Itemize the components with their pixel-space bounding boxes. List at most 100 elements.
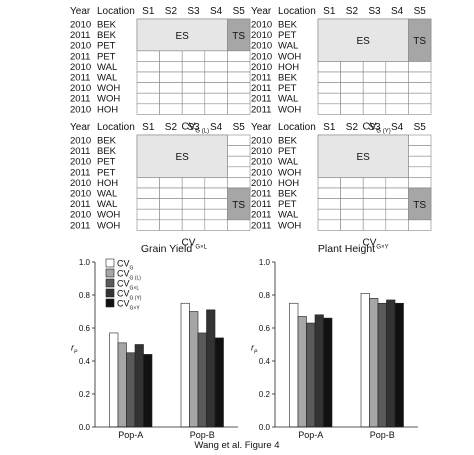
grid-cell bbox=[204, 71, 228, 83]
scheme-panel-2: Year Location S1 S2 S3 S4 S5 2010 BEK 2010 PET 2010… bbox=[251, 6, 432, 134]
y-tick-label: 0.4 bbox=[79, 357, 91, 366]
grid-cell bbox=[227, 166, 251, 178]
bar-pop-b-series-3 bbox=[377, 302, 387, 428]
col-header-s4: S4 bbox=[391, 122, 404, 133]
grid-cell bbox=[227, 177, 251, 189]
grid-cell bbox=[317, 198, 341, 210]
grid-cell bbox=[136, 187, 160, 199]
grid-cell bbox=[340, 82, 364, 94]
es-label: ES bbox=[176, 152, 190, 163]
grid-cell bbox=[385, 103, 409, 115]
x-tick-label: Pop-B bbox=[190, 430, 215, 440]
grid-cell bbox=[136, 71, 160, 83]
grid-cell bbox=[362, 177, 387, 189]
y-tick-label: 1.0 bbox=[259, 258, 271, 267]
ts-label: TS bbox=[413, 200, 426, 211]
location-header: Location bbox=[278, 122, 316, 133]
row-year: 2010 bbox=[251, 30, 272, 41]
row-year: 2011 bbox=[70, 72, 90, 83]
scheme-panel-1: Year Location S1 S2 S3 S4 S5 2010 BEK 2011 BEK 2010… bbox=[70, 6, 251, 134]
grid-cell bbox=[204, 198, 228, 210]
col-header-s3: S3 bbox=[368, 6, 381, 17]
bar-pop-b-series-5 bbox=[214, 337, 224, 428]
grid-cell bbox=[317, 71, 341, 83]
row-location: WAL bbox=[97, 199, 117, 210]
row-location: WAL bbox=[97, 72, 117, 83]
legend-swatch bbox=[105, 258, 115, 268]
row-year: 2011 bbox=[70, 51, 90, 62]
col-header-s5: S5 bbox=[233, 122, 246, 133]
grid-cell bbox=[181, 61, 206, 73]
legend-swatch bbox=[105, 288, 115, 298]
row-year: 2010 bbox=[251, 135, 272, 146]
grid-cell bbox=[408, 177, 432, 189]
row-location: BEK bbox=[278, 135, 298, 146]
col-header-s2: S2 bbox=[346, 122, 359, 133]
legend-entry: CVG (Y) bbox=[117, 289, 142, 302]
grid-cell bbox=[317, 103, 341, 115]
row-year: 2010 bbox=[251, 178, 272, 189]
row-location: PET bbox=[278, 199, 297, 210]
row-year: 2011 bbox=[70, 199, 90, 210]
grid-cell bbox=[340, 219, 364, 231]
grid-cell bbox=[159, 198, 183, 210]
grid-cell bbox=[159, 219, 183, 231]
row-location: HOH bbox=[278, 62, 299, 73]
row-location: BEK bbox=[97, 135, 117, 146]
grid-cell bbox=[159, 187, 183, 199]
row-location: PET bbox=[97, 167, 116, 178]
grid-cell bbox=[408, 166, 432, 178]
row-year: 2010 bbox=[70, 104, 91, 115]
row-location: BEK bbox=[97, 146, 117, 157]
row-location: PET bbox=[278, 83, 297, 94]
grid-cell bbox=[317, 208, 341, 221]
cv-label: CVG×L bbox=[182, 237, 208, 250]
y-tick-label: 1.0 bbox=[79, 258, 91, 267]
row-year: 2010 bbox=[70, 178, 91, 189]
grid-cell bbox=[181, 198, 206, 210]
year-header: Year bbox=[251, 122, 272, 133]
row-location: WAL bbox=[97, 62, 117, 73]
grid-cell bbox=[159, 177, 183, 189]
col-header-s3: S3 bbox=[368, 122, 381, 133]
col-header-s4: S4 bbox=[210, 122, 223, 133]
row-location: WOH bbox=[278, 104, 301, 115]
es-block bbox=[317, 18, 409, 62]
grid-cell bbox=[227, 92, 251, 105]
legend-entry: CVG (L) bbox=[117, 269, 141, 282]
row-location: HOH bbox=[97, 104, 118, 115]
chart-title: Grain Yield bbox=[141, 243, 193, 255]
y-axis-label: rP bbox=[251, 343, 258, 356]
grid-cell bbox=[340, 92, 364, 105]
legend-entry: CVG×L bbox=[117, 279, 139, 292]
col-header-s1: S1 bbox=[142, 122, 155, 133]
row-year: 2010 bbox=[251, 51, 272, 62]
grid-cell bbox=[317, 177, 341, 189]
legend-entry: CVG×Y bbox=[117, 299, 140, 312]
col-header-s5: S5 bbox=[414, 122, 427, 133]
legend-swatch bbox=[105, 278, 115, 288]
y-tick-label: 0.6 bbox=[79, 324, 91, 333]
grid-cell bbox=[159, 208, 183, 221]
row-year: 2011 bbox=[251, 94, 271, 105]
row-location: WOH bbox=[97, 83, 120, 94]
ts-label: TS bbox=[413, 36, 426, 47]
grid-cell bbox=[362, 219, 387, 231]
es-block bbox=[136, 18, 228, 52]
row-location: WAL bbox=[278, 41, 298, 52]
grid-cell bbox=[408, 61, 432, 73]
grid-cell bbox=[181, 50, 206, 62]
grid-cell bbox=[408, 71, 432, 83]
figure-caption: Wang et al. Figure 4 bbox=[194, 440, 279, 451]
row-location: PET bbox=[278, 146, 297, 157]
ts-block bbox=[227, 18, 251, 52]
y-tick-label: 0.0 bbox=[259, 423, 271, 432]
grid-cell bbox=[227, 155, 251, 168]
year-header: Year bbox=[70, 6, 91, 17]
grid-cell bbox=[340, 177, 364, 189]
grid-cell bbox=[317, 219, 341, 231]
grid-cell bbox=[136, 103, 160, 115]
row-year: 2010 bbox=[251, 62, 272, 73]
grid-cell bbox=[227, 50, 251, 62]
col-header-s1: S1 bbox=[323, 6, 336, 17]
